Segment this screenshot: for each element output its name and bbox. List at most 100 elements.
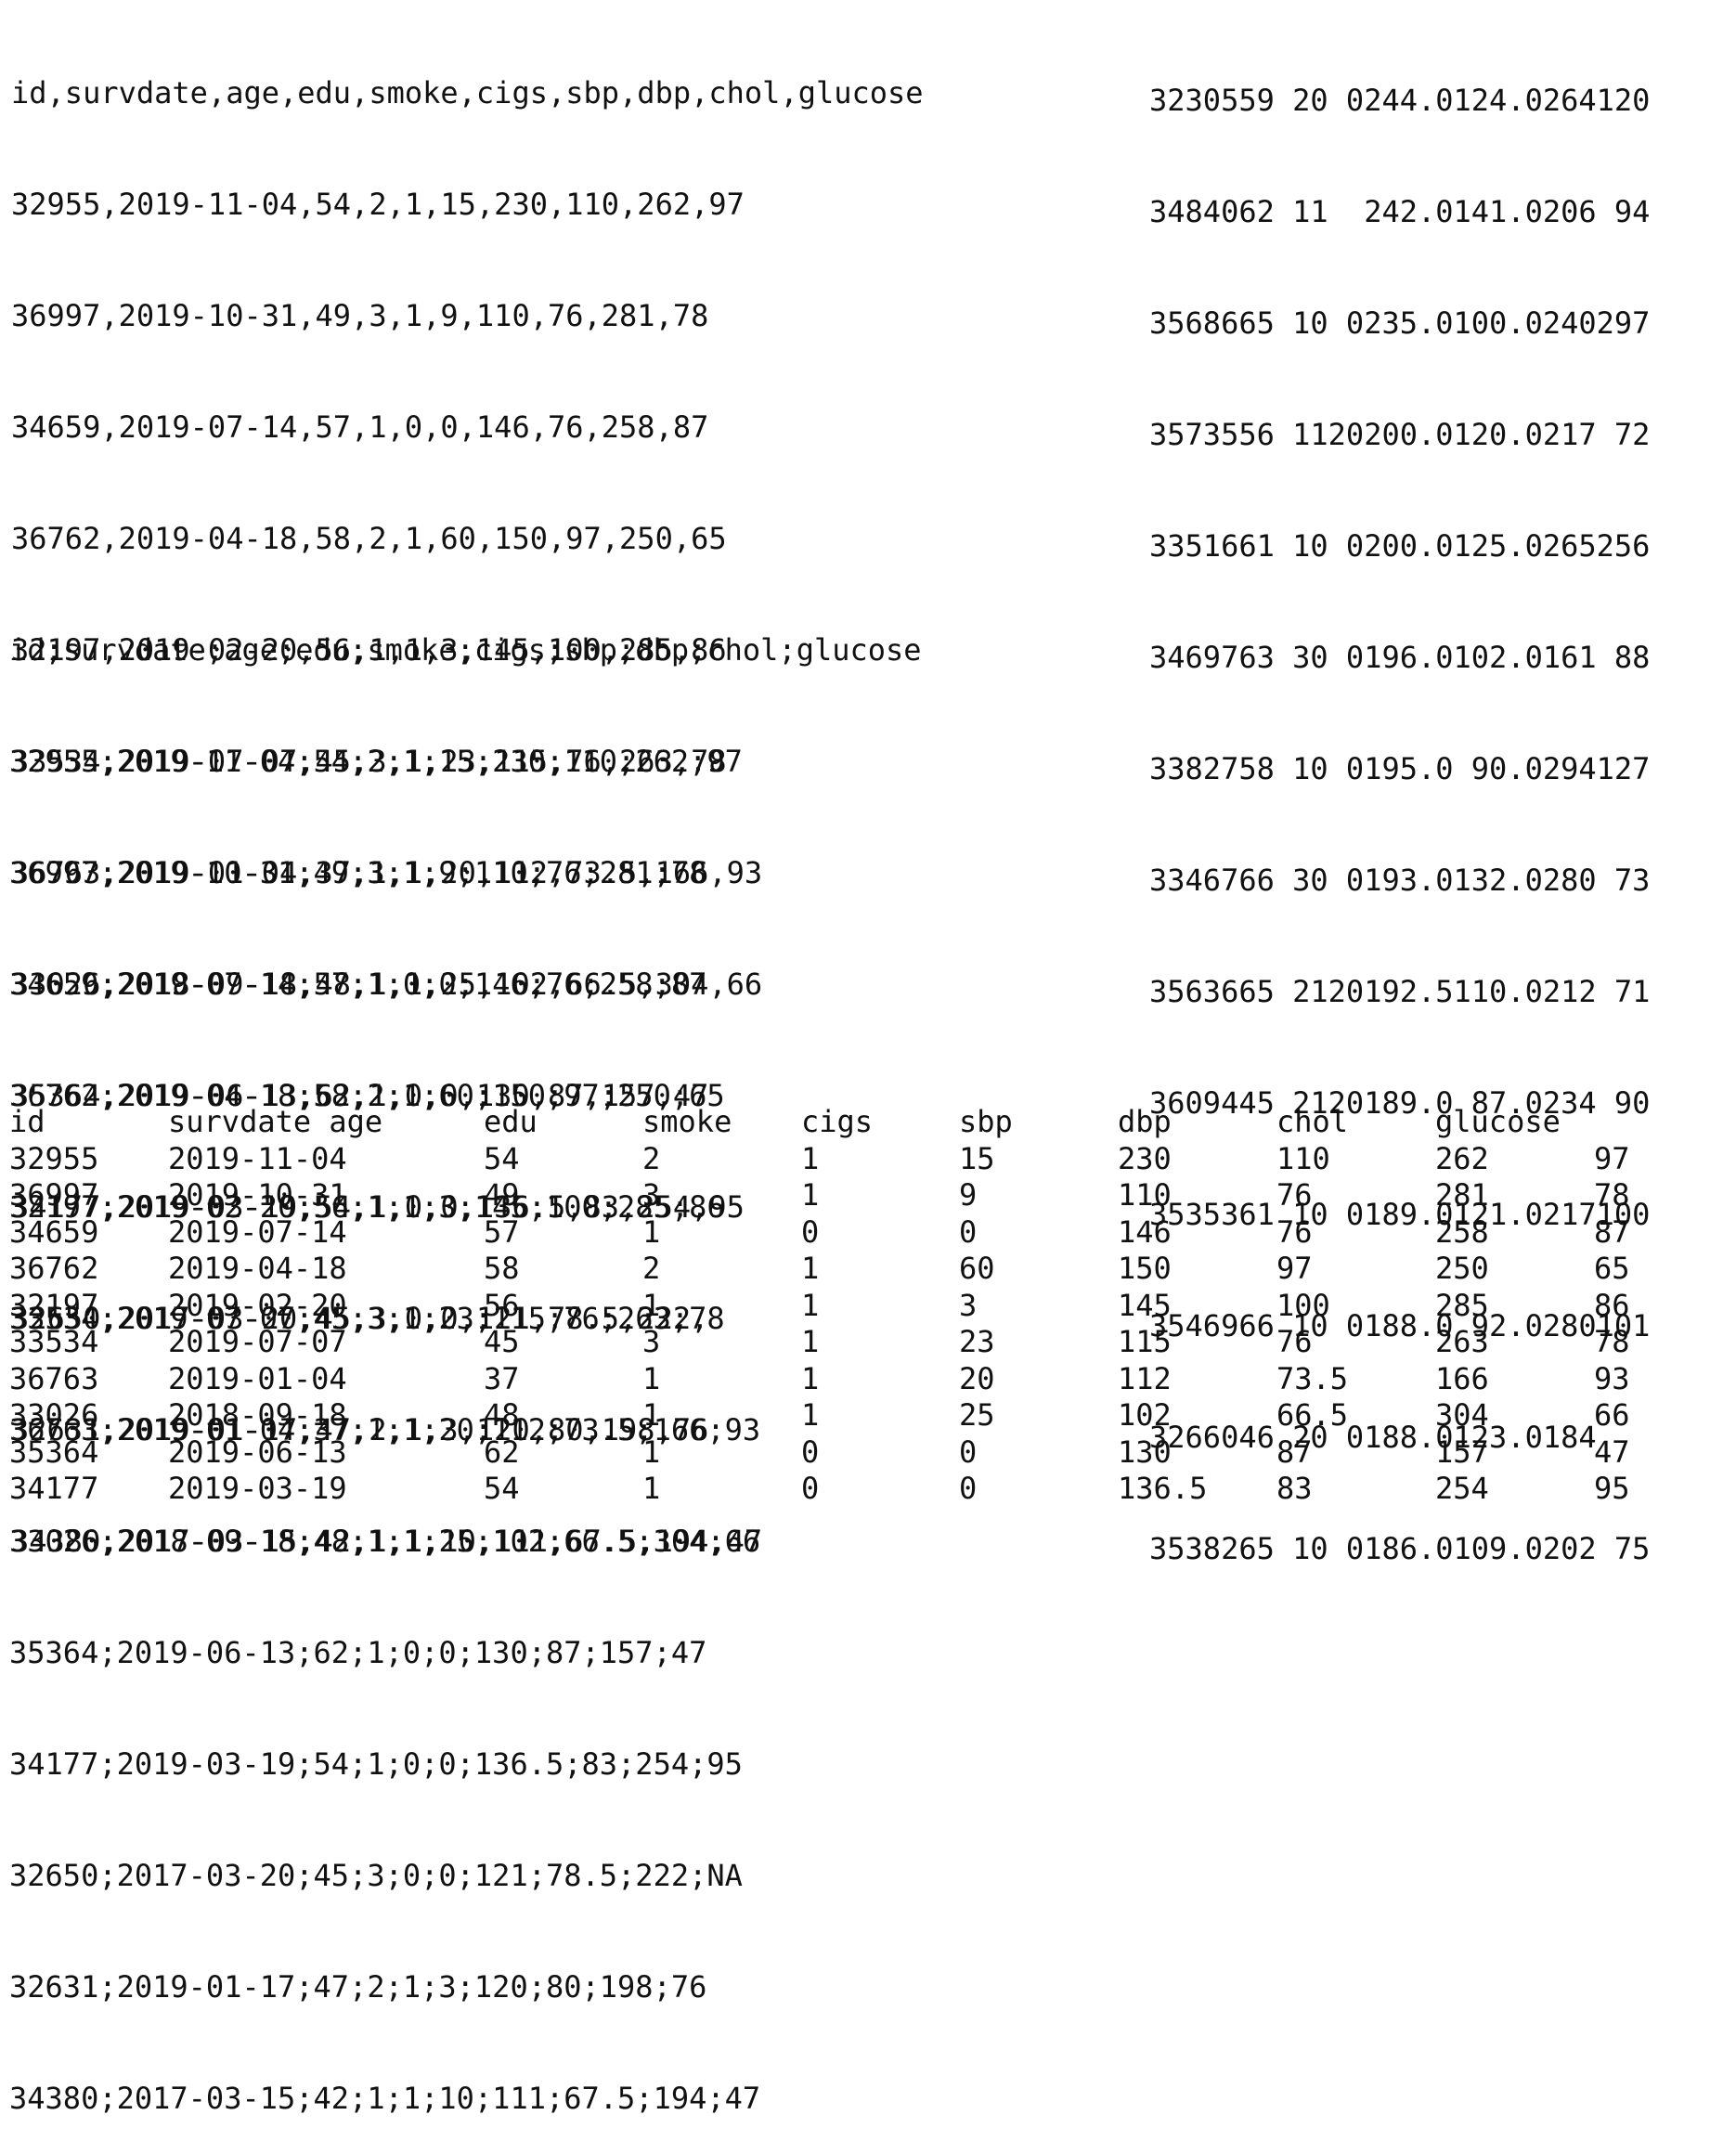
- comma-line: 35364,2019-06-13,62,1,0,0,130,87,157,47: [11, 1078, 709, 1113]
- comma-line: 32631,2019-01-17,47,2,1,3,120,80,198,76: [11, 1412, 709, 1447]
- comma-line: id,survdate,age,edu,smoke,cigs,sbp,dbp,c…: [11, 75, 924, 110]
- tab-cell: 2019-07-07: [168, 1324, 347, 1359]
- tab-cell: 36763: [9, 1360, 99, 1396]
- tab-cell: 76: [1276, 1213, 1313, 1250]
- semicolon-line: 36997;2019-10-31;49;3;1;9;110;76;281;78: [9, 855, 707, 890]
- tab-cell: 157: [1435, 1434, 1489, 1470]
- tab-cell: 2019-02-20: [168, 1287, 347, 1323]
- tab-cell: 2019-06-13: [168, 1434, 347, 1470]
- tab-cell: 65: [1594, 1251, 1630, 1286]
- comma-line: 34659,2019-07-14,57,1,0,0,146,76,258,87: [11, 409, 709, 445]
- tab-cell: 115: [1118, 1324, 1172, 1359]
- semicolon-separated-block: id;survdate;age;edu;smoke;cigs;sbp;dbp;c…: [9, 557, 922, 2154]
- comma-line: 36763,2019-01-04,37,1,1,20,112,73.5,166,…: [11, 855, 763, 890]
- tab-cell: 36762: [9, 1251, 99, 1286]
- fixed-width-line: 3573556 1120200.0120.0217 72: [1149, 417, 1651, 452]
- tab-cell: 258: [1435, 1213, 1489, 1250]
- tab-cell: 130: [1118, 1434, 1172, 1470]
- tab-cell: 54: [484, 1140, 520, 1176]
- tab-header-cell: chol: [1276, 1104, 1349, 1139]
- tab-cell: 15: [959, 1140, 995, 1176]
- tab-cell: 33534: [9, 1324, 99, 1359]
- tab-cell: 62: [484, 1434, 520, 1470]
- tab-header-cell: smoke: [642, 1104, 732, 1139]
- tab-header-cell: survdate age: [168, 1104, 383, 1139]
- tab-cell: 97: [1594, 1140, 1630, 1176]
- semicolon-line: 33534;2019-07-07;45;3;1;23;115;76;263;78: [9, 1301, 725, 1336]
- tab-cell: 54: [484, 1471, 520, 1506]
- tab-cell: 110: [1276, 1140, 1330, 1176]
- semicolon-line: 35364;2019-06-13;62;1;0;0;130;87;157;47: [9, 1635, 707, 1670]
- tab-cell: 136.5: [1118, 1471, 1208, 1506]
- tab-cell: 34659: [9, 1213, 99, 1250]
- tab-cell: 3: [642, 1177, 661, 1213]
- tab-cell: 1: [642, 1213, 661, 1250]
- tab-cell: 150: [1118, 1251, 1172, 1286]
- tab-cell: 1: [801, 1251, 820, 1286]
- tab-cell: 1: [642, 1397, 661, 1433]
- tab-cell: 254: [1435, 1471, 1489, 1506]
- tab-cell: 93: [1594, 1360, 1630, 1396]
- comma-line: 36997,2019-10-31,49,3,1,9,110,76,281,78: [11, 298, 709, 333]
- tab-cell: 86: [1594, 1287, 1630, 1323]
- tab-cell: 34177: [9, 1471, 99, 1506]
- tab-cell: 0: [959, 1434, 978, 1470]
- tab-cell: 263: [1435, 1324, 1489, 1359]
- tab-cell: 1: [801, 1287, 820, 1323]
- tab-cell: 0: [959, 1213, 978, 1250]
- tab-header-cell: id: [9, 1104, 45, 1139]
- tab-cell: 83: [1276, 1471, 1313, 1506]
- comma-line: 32955,2019-11-04,54,2,1,15,230,110,262,9…: [11, 187, 745, 222]
- semicolon-line: 36763;2019-01-04;37;1;1;20;112;73.5;166;…: [9, 1412, 761, 1447]
- tab-cell: 32197: [9, 1287, 99, 1323]
- tab-cell: 1: [801, 1177, 820, 1213]
- tab-cell: 2: [642, 1251, 661, 1286]
- tab-cell: 66.5: [1276, 1397, 1349, 1433]
- tab-cell: 2019-11-04: [168, 1140, 347, 1176]
- tab-cell: 1: [642, 1434, 661, 1470]
- fixed-width-line: 3266046 20 0188.0123.0184: [1149, 1420, 1597, 1455]
- comma-line: 33026,2018-09-18,48,1,1,25,102,66.5,304,…: [11, 967, 763, 1002]
- tab-cell: 2019-10-31: [168, 1177, 347, 1213]
- tab-cell: 78: [1594, 1324, 1630, 1359]
- comma-line: 32197,2019-02-20,56,1,1,3,145,100,285,86: [11, 632, 727, 668]
- tab-cell: 1: [801, 1360, 820, 1396]
- tab-cell: 100: [1276, 1287, 1330, 1323]
- comma-separated-block: id,survdate,age,edu,smoke,cigs,sbp,dbp,c…: [11, 0, 924, 1597]
- semicolon-line: 33026;2018-09-18;48;1;1;25;102;66.5;304;…: [9, 1524, 761, 1559]
- tab-header-cell: glucose: [1435, 1104, 1561, 1139]
- tab-cell: 35364: [9, 1434, 99, 1470]
- semicolon-line: 32197;2019-02-20;56;1;1;3;145;100;285;86: [9, 1189, 725, 1225]
- semicolon-line: id;survdate;age;edu;smoke;cigs;sbp;dbp;c…: [9, 632, 922, 668]
- tab-cell: 1: [642, 1287, 661, 1323]
- fixed-width-line: 3609445 2120189.0 87.0234 90: [1149, 1085, 1651, 1121]
- tab-cell: 0: [959, 1471, 978, 1506]
- tab-cell: 145: [1118, 1287, 1172, 1323]
- tab-cell: 76: [1276, 1324, 1313, 1359]
- tab-cell: 112: [1118, 1360, 1172, 1396]
- tab-cell: 78: [1594, 1177, 1630, 1213]
- tab-cell: 73.5: [1276, 1360, 1349, 1396]
- tab-cell: 20: [959, 1360, 995, 1396]
- tab-cell: 1: [642, 1360, 661, 1396]
- tab-cell: 1: [801, 1397, 820, 1433]
- tab-cell: 57: [484, 1213, 520, 1250]
- tab-header-cell: edu: [484, 1104, 538, 1139]
- tab-cell: 146: [1118, 1213, 1172, 1250]
- tab-header-cell: sbp: [959, 1104, 1013, 1139]
- comma-line: 36762,2019-04-18,58,2,1,60,150,97,250,65: [11, 521, 727, 556]
- fixed-width-line: 3382758 10 0195.0 90.0294127: [1149, 751, 1651, 786]
- semicolon-line: 32650;2017-03-20;45;3;0;0;121;78.5;222;N…: [9, 1858, 743, 1893]
- semicolon-line: 36762;2019-04-18;58;2;1;60;150;97;250;65: [9, 1078, 725, 1113]
- tab-cell: 76: [1276, 1177, 1313, 1213]
- tab-cell: 45: [484, 1324, 520, 1359]
- tab-cell: 0: [801, 1471, 820, 1506]
- tab-cell: 262: [1435, 1140, 1489, 1176]
- tab-cell: 1: [801, 1324, 820, 1359]
- tab-cell: 97: [1276, 1251, 1313, 1286]
- tab-header-cell: dbp: [1118, 1104, 1172, 1139]
- semicolon-line: 34177;2019-03-19;54;1;0;0;136.5;83;254;9…: [9, 1746, 743, 1782]
- tab-cell: 110: [1118, 1177, 1172, 1213]
- tab-cell: 87: [1594, 1213, 1630, 1250]
- tab-header-cell: cigs: [801, 1104, 874, 1139]
